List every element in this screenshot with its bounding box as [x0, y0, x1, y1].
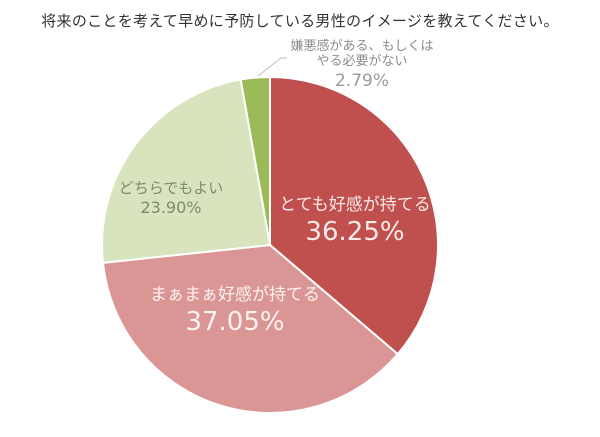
chart-title: 将来のことを考えて早めに予防している男性のイメージを教えてください。 — [41, 12, 559, 30]
slice-name-line2: やる必要がない — [316, 53, 408, 69]
slice-percent: 37.05% — [185, 306, 285, 337]
leader-line — [257, 57, 287, 77]
pie-slices — [101, 75, 439, 414]
pie-slice — [101, 78, 272, 264]
slice-percent: 23.90% — [140, 198, 202, 218]
pie-slice — [101, 243, 400, 414]
slice-label-somewhat-favorable: まぁまぁ好感が持てる 37.05% — [140, 285, 330, 337]
slice-name-line1: 嫌悪感がある、もしくは — [290, 39, 434, 54]
slice-name: とても好感が持てる — [279, 195, 431, 215]
slice-label-neutral: どちらでもよい 23.90% — [106, 179, 236, 218]
slice-percent: 36.25% — [305, 216, 405, 247]
slice-name: どちらでもよい — [118, 179, 224, 197]
slice-percent: 2.79% — [334, 70, 389, 91]
pie-slice — [239, 75, 271, 246]
slice-label-very-favorable: とても好感が持てる 36.25% — [270, 195, 440, 247]
slice-label-dislike: 嫌悪感がある、もしくは やる必要がない 2.79% — [272, 39, 452, 91]
pie-slice — [269, 75, 439, 356]
slice-name: まぁまぁ好感が持てる — [150, 285, 320, 305]
